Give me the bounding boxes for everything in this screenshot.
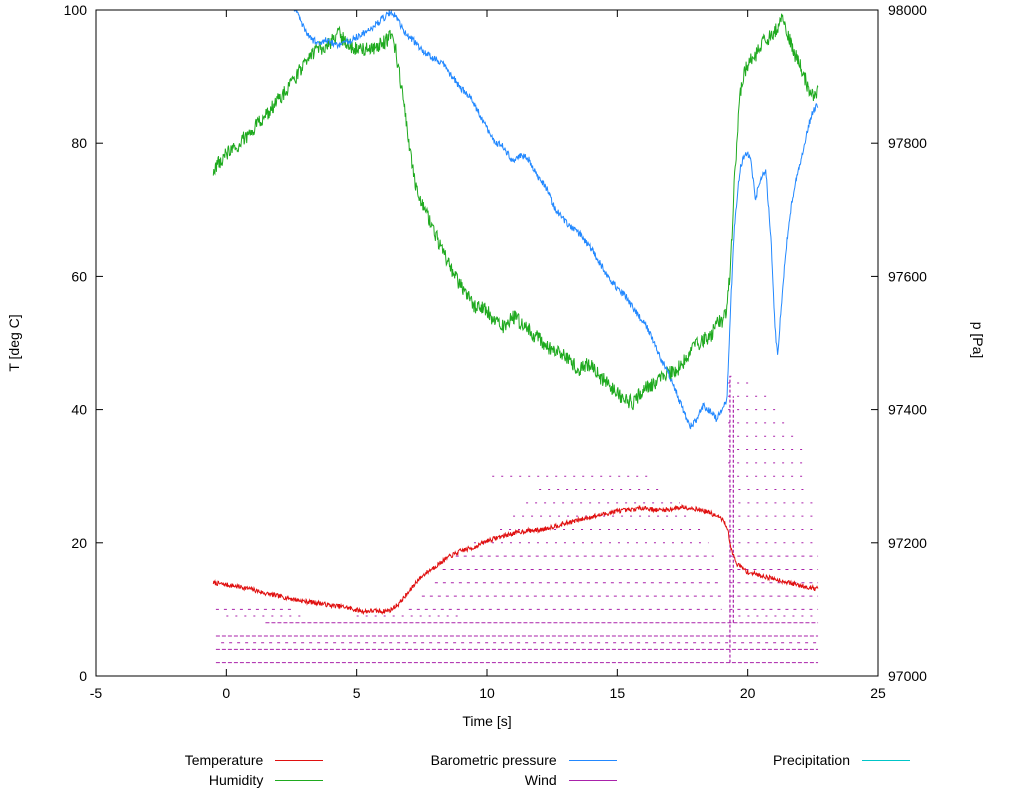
legend-label-wind: Wind	[524, 772, 557, 788]
legend-label-humidity: Humidity	[208, 772, 264, 788]
legend-item-temperature: Temperature	[40, 750, 333, 770]
wind-series-layer	[215, 375, 819, 664]
chart-legend: Temperature Barometric pressure Precipit…	[40, 750, 920, 790]
y-left-tick-label: 80	[71, 135, 87, 151]
legend-item-precipitation: Precipitation	[627, 750, 920, 770]
legend-item-wind: Wind	[333, 770, 626, 790]
legend-line-barometric-pressure	[568, 759, 617, 761]
x-tick-label: 5	[353, 685, 361, 701]
line-series-layer	[212, 10, 819, 616]
x-tick-label: 25	[870, 685, 886, 701]
x-tick-label: -5	[90, 685, 103, 701]
legend-line-precipitation	[862, 759, 910, 761]
x-tick-label: 10	[479, 685, 495, 701]
legend-label-temperature: Temperature	[184, 752, 264, 768]
y-right-axis-label: p [Pa]	[970, 322, 986, 359]
y-left-axis-label: T [deg C]	[6, 314, 22, 371]
series-line-humidity	[212, 13, 819, 411]
y-right-tick-label: 97200	[888, 535, 927, 551]
y-right-tick-label: 97800	[888, 135, 927, 151]
x-tick-label: 0	[222, 685, 230, 701]
y-right-tick-label: 97000	[888, 668, 927, 684]
series-line-temperature	[212, 503, 819, 616]
x-tick-label: 15	[610, 685, 626, 701]
legend-label-barometric-pressure: Barometric pressure	[430, 752, 557, 768]
series-line-barometric-pressure	[292, 10, 819, 430]
legend-item-humidity: Humidity	[40, 770, 333, 790]
y-right-tick-label: 97600	[888, 268, 927, 284]
x-tick-label: 20	[740, 685, 756, 701]
y-left-tick-label: 20	[71, 535, 87, 551]
x-axis-label: Time [s]	[462, 713, 511, 729]
legend-label-precipitation: Precipitation	[772, 752, 850, 768]
legend-line-humidity	[275, 779, 324, 781]
legend-line-wind	[568, 779, 617, 781]
legend-line-temperature	[275, 759, 324, 761]
y-left-tick-label: 40	[71, 402, 87, 418]
legend-item-barometric-pressure: Barometric pressure	[333, 750, 626, 770]
y-left-tick-label: 0	[79, 668, 87, 684]
y-right-tick-label: 97400	[888, 402, 927, 418]
y-left-tick-label: 60	[71, 268, 87, 284]
axes-layer: -5 0 5 10 15 20 250204060801009700097200974009…	[64, 2, 928, 701]
y-left-tick-label: 100	[64, 2, 88, 18]
y-right-tick-label: 98000	[888, 2, 927, 18]
